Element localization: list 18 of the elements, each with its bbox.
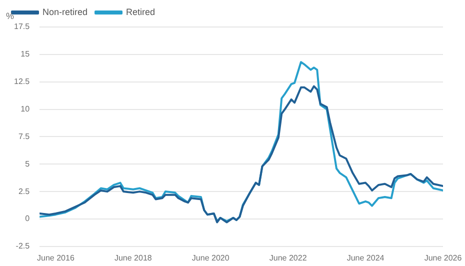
x-tick-label: June 2026: [424, 253, 462, 262]
y-tick-label: 12.5: [14, 77, 30, 86]
y-tick-label: 17.5: [14, 22, 30, 32]
x-tick-label: June 2022: [269, 253, 308, 262]
x-tick-label: June 2018: [114, 253, 152, 262]
y-tick-label: -2.5: [16, 242, 30, 251]
legend-label: Retired: [126, 6, 156, 17]
y-tick-label: 5: [25, 159, 30, 168]
y-tick-label: 15: [20, 50, 30, 59]
y-axis-title: %: [6, 10, 14, 21]
y-tick-label: 7.5: [18, 132, 30, 141]
y-tick-label: 2.5: [18, 186, 30, 196]
x-tick-label: June 2024: [346, 253, 385, 262]
y-tick-label: 0: [25, 214, 30, 224]
legend-label: Non-retired: [42, 6, 88, 17]
x-tick-label: June 2016: [37, 253, 75, 262]
x-tick-label: June 2020: [192, 253, 230, 262]
y-tick-label: 10: [20, 104, 30, 114]
